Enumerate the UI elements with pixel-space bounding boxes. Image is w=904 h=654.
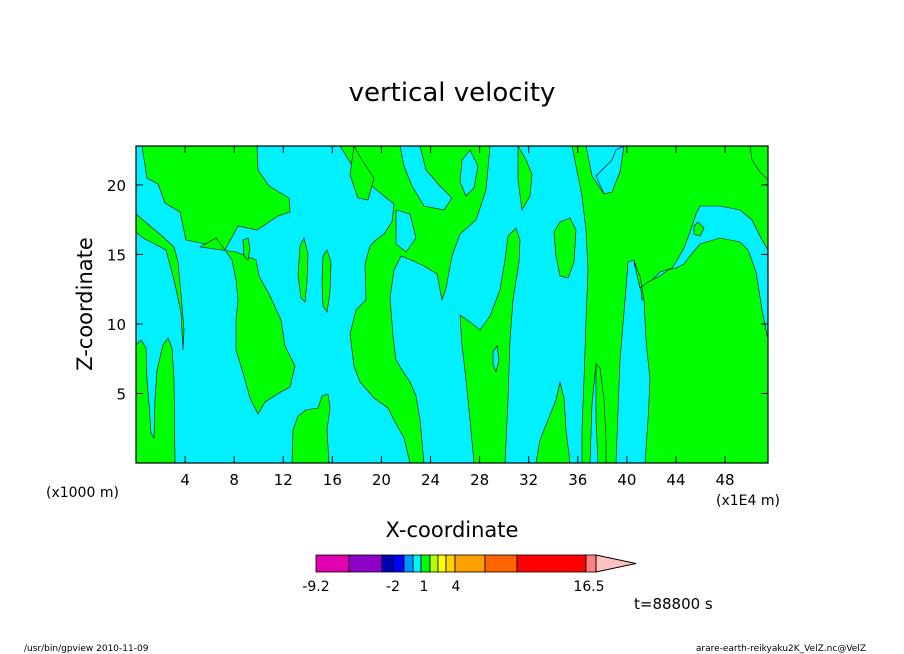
colorbar-segment — [516, 554, 587, 573]
y-tick-label: 10 — [107, 316, 126, 334]
x-tick-label: 48 — [716, 471, 735, 489]
x-tick-label: 44 — [666, 471, 685, 489]
x-multiplier-label: (x1000 m) — [46, 485, 119, 501]
colorbar-segment — [445, 554, 456, 573]
x-tick-label: 16 — [323, 471, 342, 489]
x-tick-label: 20 — [372, 471, 391, 489]
positive-velocity-region — [321, 249, 332, 313]
positive-velocity-region — [349, 146, 375, 201]
positive-velocity-region — [136, 213, 185, 351]
negative-velocity-region — [459, 149, 479, 197]
colorbar-segment — [315, 554, 350, 573]
positive-velocity-region — [693, 221, 705, 237]
colorbar-segment — [403, 554, 414, 573]
positive-velocity-region — [633, 237, 768, 463]
colorbar-tick-label: 4 — [452, 579, 461, 595]
time-label: t=88800 s — [634, 595, 713, 613]
colorbar-tick-label: -2 — [386, 579, 400, 595]
positive-velocity-region — [136, 146, 291, 251]
x-axis: 4 8 12 16 20 24 28 32 36 40 44 48 — [180, 146, 735, 489]
positive-velocity-region — [291, 393, 331, 463]
positive-velocity-region — [280, 146, 491, 463]
x-unit-label: (x1E4 m) — [716, 493, 780, 509]
negative-velocity-region — [395, 209, 417, 253]
plot-area — [136, 146, 768, 463]
x-tick-label: 36 — [568, 471, 587, 489]
colorbar-segment — [381, 554, 394, 573]
colorbar-segment — [429, 554, 439, 573]
plot-frame — [135, 145, 769, 464]
colorbar-segment — [420, 554, 431, 573]
colorbar-arrow — [595, 554, 637, 573]
footer-right: arare-earth-reikyaku2K_VelZ.nc@VelZ — [696, 644, 866, 654]
colorbar-tick-label: 1 — [420, 579, 429, 595]
positive-velocity-region — [459, 227, 521, 463]
positive-velocity-region — [517, 146, 533, 211]
y-axis-title: Z-coordinate — [73, 237, 97, 371]
positive-velocity-region — [535, 381, 571, 463]
y-tick-label: 20 — [107, 177, 126, 195]
x-tick-label: 40 — [617, 471, 636, 489]
y-axis: 5 10 15 20 — [107, 177, 768, 403]
colorbar-segment — [454, 554, 486, 573]
positive-velocity-region — [199, 237, 296, 415]
colorbar-tick-label: -9.2 — [302, 579, 329, 595]
chart-title: vertical velocity — [349, 78, 556, 108]
colorbar-segment — [484, 554, 518, 573]
x-tick-label: 12 — [274, 471, 293, 489]
negative-velocity-region — [492, 345, 500, 374]
colorbar-segment — [437, 554, 447, 573]
x-tick-label: 28 — [470, 471, 489, 489]
x-tick-label: 24 — [421, 471, 440, 489]
positive-velocity-region — [553, 217, 577, 279]
colorbar-segment — [585, 554, 597, 573]
colorbar-segment — [348, 554, 383, 573]
colorbar-segment — [392, 554, 405, 573]
x-tick-label: 8 — [229, 471, 239, 489]
colorbar-tick-label: 16.5 — [573, 579, 604, 595]
positive-velocity-region — [136, 337, 176, 463]
positive-velocity-region — [297, 237, 309, 303]
positive-velocity-region — [595, 363, 607, 463]
negative-velocity-region — [399, 146, 453, 211]
y-tick-label: 15 — [107, 246, 126, 264]
positive-velocity-region — [242, 237, 251, 261]
x-tick-label: 4 — [180, 471, 190, 489]
x-tick-label: 32 — [519, 471, 538, 489]
positive-velocity-region — [749, 146, 768, 181]
footer-left: /usr/bin/gpview 2010-11-09 — [24, 644, 149, 654]
negative-velocity-region — [595, 146, 625, 195]
colorbar-segment — [412, 554, 422, 573]
y-tick-label: 5 — [116, 385, 126, 403]
colorbar — [315, 554, 637, 573]
x-axis-title: X-coordinate — [386, 518, 519, 542]
colorbar-tick-labels: -9.2 -2 1 4 16.5 — [302, 579, 604, 595]
